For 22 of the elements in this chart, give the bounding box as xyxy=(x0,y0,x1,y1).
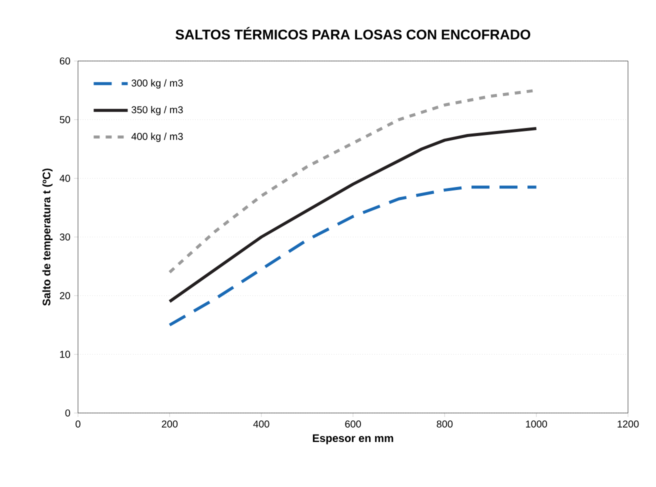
x-tick-label: 1000 xyxy=(526,420,548,428)
y-tick-label: 30 xyxy=(60,233,70,241)
legend-label: 300 kg / m3 xyxy=(132,79,183,89)
y-tick-label: 20 xyxy=(60,292,70,300)
x-axis-title: Espesor en mm xyxy=(312,434,394,444)
legend-label: 400 kg / m3 xyxy=(131,132,183,142)
y-tick-label: 60 xyxy=(60,57,70,65)
x-tick-label: 0 xyxy=(76,420,80,428)
y-tick-label: 0 xyxy=(65,409,70,417)
x-tick-label: 400 xyxy=(253,420,270,428)
y-tick-label: 10 xyxy=(60,350,70,358)
y-axis-title: Salto de temperatura t (ºC) xyxy=(42,168,53,306)
line-series xyxy=(168,126,538,304)
chart-title: SALTOS TÉRMICOS PARA LOSAS CON ENCOFRADO xyxy=(176,27,530,40)
x-tick-label: 1200 xyxy=(618,420,639,428)
y-tick-label: 50 xyxy=(60,116,70,124)
x-tick-label: 800 xyxy=(436,420,453,428)
x-tick-label: 600 xyxy=(345,420,361,428)
legend-label: 350 kg / m3 xyxy=(132,106,183,116)
x-tick-label: 200 xyxy=(162,420,178,428)
line-series xyxy=(168,186,538,326)
y-tick-label: 40 xyxy=(60,174,70,182)
